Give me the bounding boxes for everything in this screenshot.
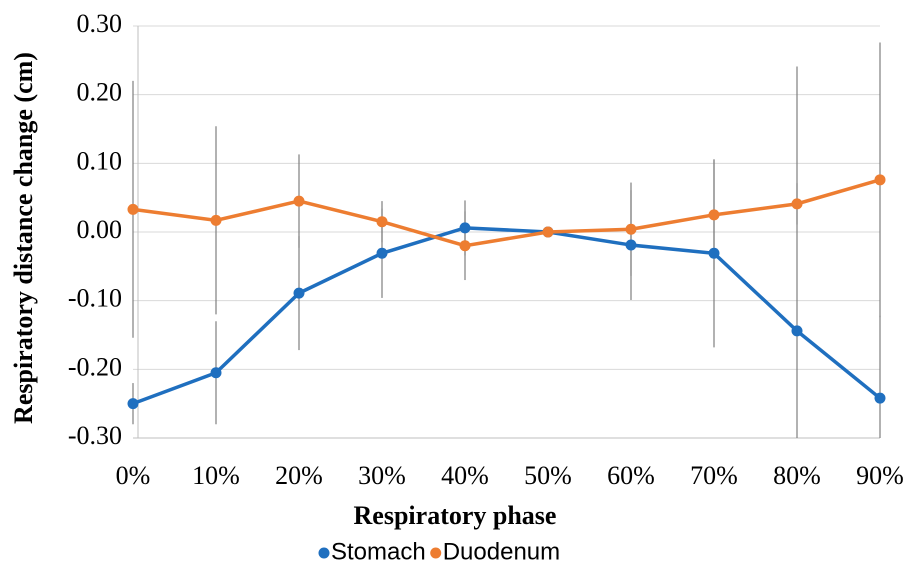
data-point (459, 240, 471, 252)
data-point (127, 398, 139, 410)
data-point (293, 195, 305, 207)
legend-label: Stomach (331, 538, 426, 565)
y-tick-label: 0.10 (77, 146, 123, 175)
x-tick-label: 20% (275, 461, 323, 490)
data-point (791, 325, 803, 337)
y-tick-label: 0.20 (77, 78, 123, 107)
legend-marker (430, 547, 442, 559)
legend-label: Duodenum (443, 538, 560, 565)
data-point (791, 198, 803, 210)
data-point (708, 247, 720, 259)
data-point (376, 216, 388, 228)
x-axis-title: Respiratory phase (354, 501, 557, 530)
x-tick-label: 90% (856, 461, 904, 490)
legend-marker (318, 547, 330, 559)
legend: Stomach Duodenum (318, 538, 560, 565)
data-point (210, 367, 222, 379)
series-line (132, 226, 882, 406)
data-point (625, 239, 637, 251)
data-point (127, 203, 139, 215)
x-tick-label: 60% (607, 461, 655, 490)
x-tick-label: 50% (524, 461, 572, 490)
y-tick-label: -0.10 (68, 284, 122, 313)
series-line (132, 178, 881, 248)
y-tick-label: 0.30 (77, 9, 123, 38)
x-tick-label: 70% (690, 461, 738, 490)
x-tick-label: 30% (358, 461, 406, 490)
data-point (542, 226, 554, 238)
data-point (874, 392, 886, 404)
y-axis-title: Respiratory distance change (cm) (9, 52, 38, 424)
plot-area (127, 42, 886, 438)
data-point (708, 209, 720, 221)
data-point (210, 214, 222, 226)
data-point (293, 287, 305, 299)
y-tick-label: -0.30 (68, 421, 122, 450)
data-point (625, 223, 637, 235)
data-point (874, 174, 886, 186)
data-point (459, 222, 471, 234)
data-point (376, 247, 388, 259)
x-tick-label: 80% (773, 461, 821, 490)
y-tick-label: -0.20 (68, 352, 122, 381)
x-tick-label: 10% (192, 461, 240, 490)
y-tick-label: 0.00 (77, 215, 123, 244)
x-tick-label: 0% (116, 461, 151, 490)
x-tick-label: 40% (441, 461, 489, 490)
